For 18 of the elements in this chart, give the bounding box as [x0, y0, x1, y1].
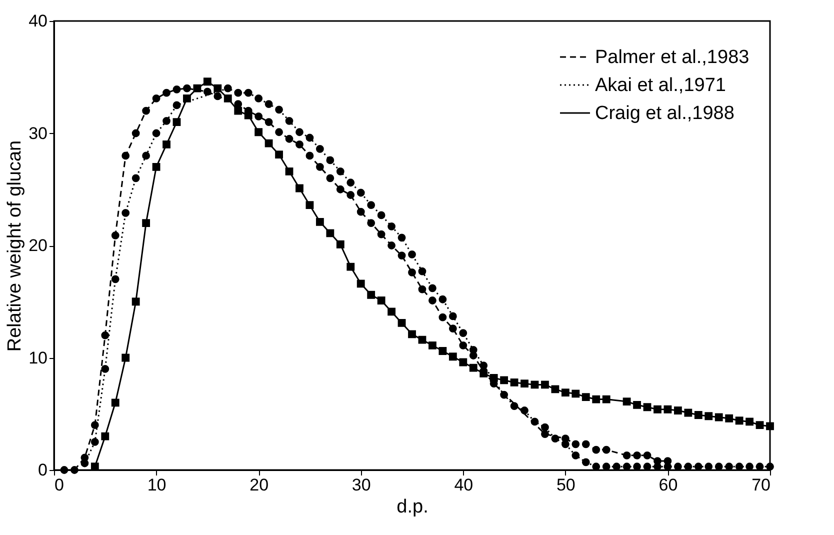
legend-label: Palmer et al.,1983: [595, 47, 750, 68]
y-axis-title: Relative weight of glucan: [4, 140, 26, 352]
y-tick-label: 20: [28, 236, 48, 255]
y-tick-label: 10: [28, 348, 48, 368]
x-tick-label: 10: [147, 476, 166, 494]
x-tick-label: 40: [454, 476, 474, 494]
x-tick-label: 60: [658, 476, 678, 494]
x-axis-title: d.p.: [396, 496, 428, 518]
x-tick-label: 30: [352, 476, 371, 494]
legend-label: Craig et al.,1988: [595, 103, 734, 124]
x-tick-label: 50: [556, 476, 576, 494]
x-tick-label: 20: [250, 476, 269, 494]
y-tick-label: 30: [28, 124, 48, 143]
y-tick-label: 40: [28, 12, 48, 30]
x-tick-label: 0: [54, 476, 64, 494]
x-tick-label: 70: [752, 476, 770, 494]
y-tick-label: 0: [38, 460, 48, 480]
legend-label: Akai et al.,1971: [595, 75, 726, 96]
